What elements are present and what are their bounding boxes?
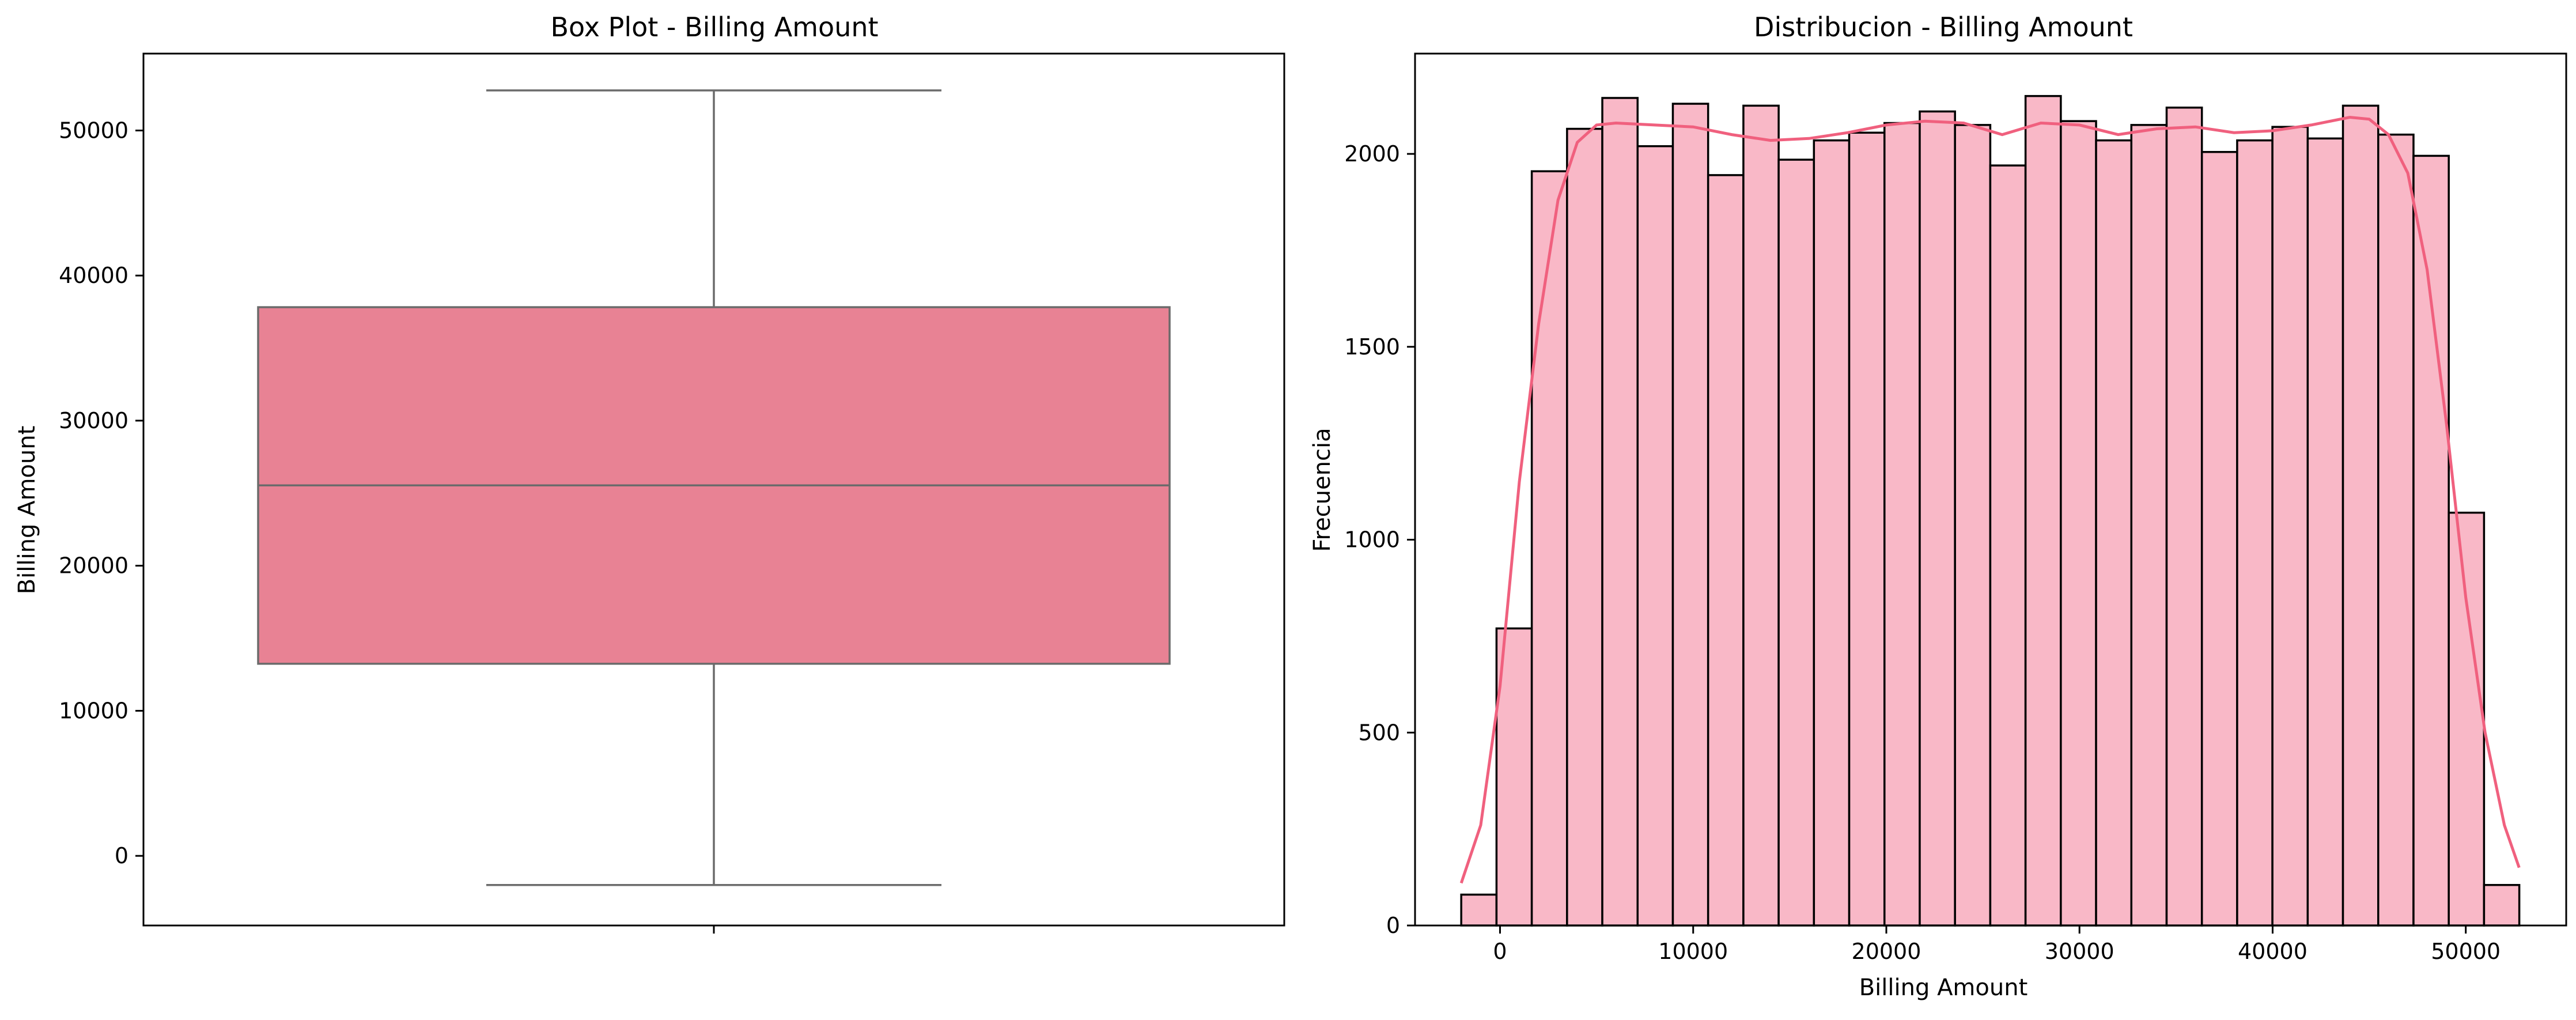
histogram-y-tick-label: 500 xyxy=(1358,720,1400,745)
histogram-bar xyxy=(2483,883,2521,927)
histogram-y-axis-label: Frecuencia xyxy=(1309,428,1336,551)
histogram-bar xyxy=(1848,131,1886,927)
histogram-bar xyxy=(1777,158,1815,927)
histogram-y-tick-label: 0 xyxy=(1386,913,1400,938)
boxplot-panel: Box Plot - Billing Amount Billing Amount… xyxy=(14,12,1285,934)
histogram-bar xyxy=(2448,511,2486,927)
histogram-x-tick-label: 0 xyxy=(1493,939,1507,964)
histogram-bars xyxy=(1460,95,2521,927)
boxplot-y-tick-label: 40000 xyxy=(59,263,128,288)
histogram-x-tick-label: 30000 xyxy=(2045,939,2114,964)
histogram-bar xyxy=(2412,154,2450,927)
histogram-bar xyxy=(2130,124,2168,927)
histogram-frame xyxy=(1414,52,2567,927)
histogram-bar xyxy=(2271,126,2309,927)
histogram-y-ticks: 0 500 1000 1500 2000 xyxy=(1344,141,1415,938)
boxplot-y-ticks: 0 10000 20000 30000 40000 50000 xyxy=(59,118,143,868)
boxplot-y-tick-label: 20000 xyxy=(59,553,128,579)
histogram-y-tick-label: 1500 xyxy=(1344,334,1400,360)
boxplot-y-tick-label: 30000 xyxy=(59,408,128,433)
histogram-x-axis-label: Billing Amount xyxy=(1859,974,2028,1001)
histogram-y-tick-label: 2000 xyxy=(1344,141,1400,167)
histogram-title: Distribucion - Billing Amount xyxy=(1754,12,2133,43)
boxplot-y-tick-label: 50000 xyxy=(59,118,128,143)
histogram-bar xyxy=(2306,137,2344,927)
histogram-bar xyxy=(1742,104,1780,927)
histogram-bar xyxy=(2095,139,2133,927)
histogram-bar xyxy=(1883,122,1921,927)
histogram-panel: Distribucion - Billing Amount Frecuencia… xyxy=(1309,12,2567,1001)
histogram-bar xyxy=(1636,145,1674,927)
boxplot-y-axis-label: Billing Amount xyxy=(14,426,40,595)
histogram-x-tick-label: 10000 xyxy=(1658,939,1728,964)
histogram-bar xyxy=(2024,95,2062,927)
histogram-x-tick-label: 40000 xyxy=(2238,939,2308,964)
histogram-bar xyxy=(2236,139,2274,927)
histogram-bar xyxy=(2200,150,2238,927)
histogram-bar xyxy=(2060,120,2097,927)
boxplot-y-tick-label: 0 xyxy=(115,843,128,868)
histogram-y-tick-label: 1000 xyxy=(1344,527,1400,553)
histogram-bar xyxy=(1601,97,1639,927)
kde-curve xyxy=(1459,115,2521,884)
histogram-bar xyxy=(1671,103,1709,927)
histogram-x-tick-label: 50000 xyxy=(2431,939,2501,964)
histogram-bar xyxy=(1707,174,1745,927)
histogram-bar xyxy=(1919,110,1956,927)
histogram-bar xyxy=(1989,164,2027,927)
boxplot-title: Box Plot - Billing Amount xyxy=(550,12,878,43)
boxplot-body xyxy=(257,89,1171,886)
histogram-bar xyxy=(2165,106,2203,927)
histogram-x-tick-label: 20000 xyxy=(1852,939,1921,964)
histogram-bar xyxy=(1460,893,1498,927)
histogram-bar xyxy=(2377,133,2415,927)
histogram-bar xyxy=(1530,170,1568,927)
histogram-x-ticks: 0 10000 20000 30000 40000 50000 xyxy=(1493,925,2501,964)
histogram-bar xyxy=(1813,139,1851,927)
histogram-bar xyxy=(1954,124,1992,927)
boxplot-y-tick-label: 10000 xyxy=(59,698,128,723)
histogram-bar xyxy=(2342,104,2380,927)
histogram-bar xyxy=(1566,127,1603,927)
